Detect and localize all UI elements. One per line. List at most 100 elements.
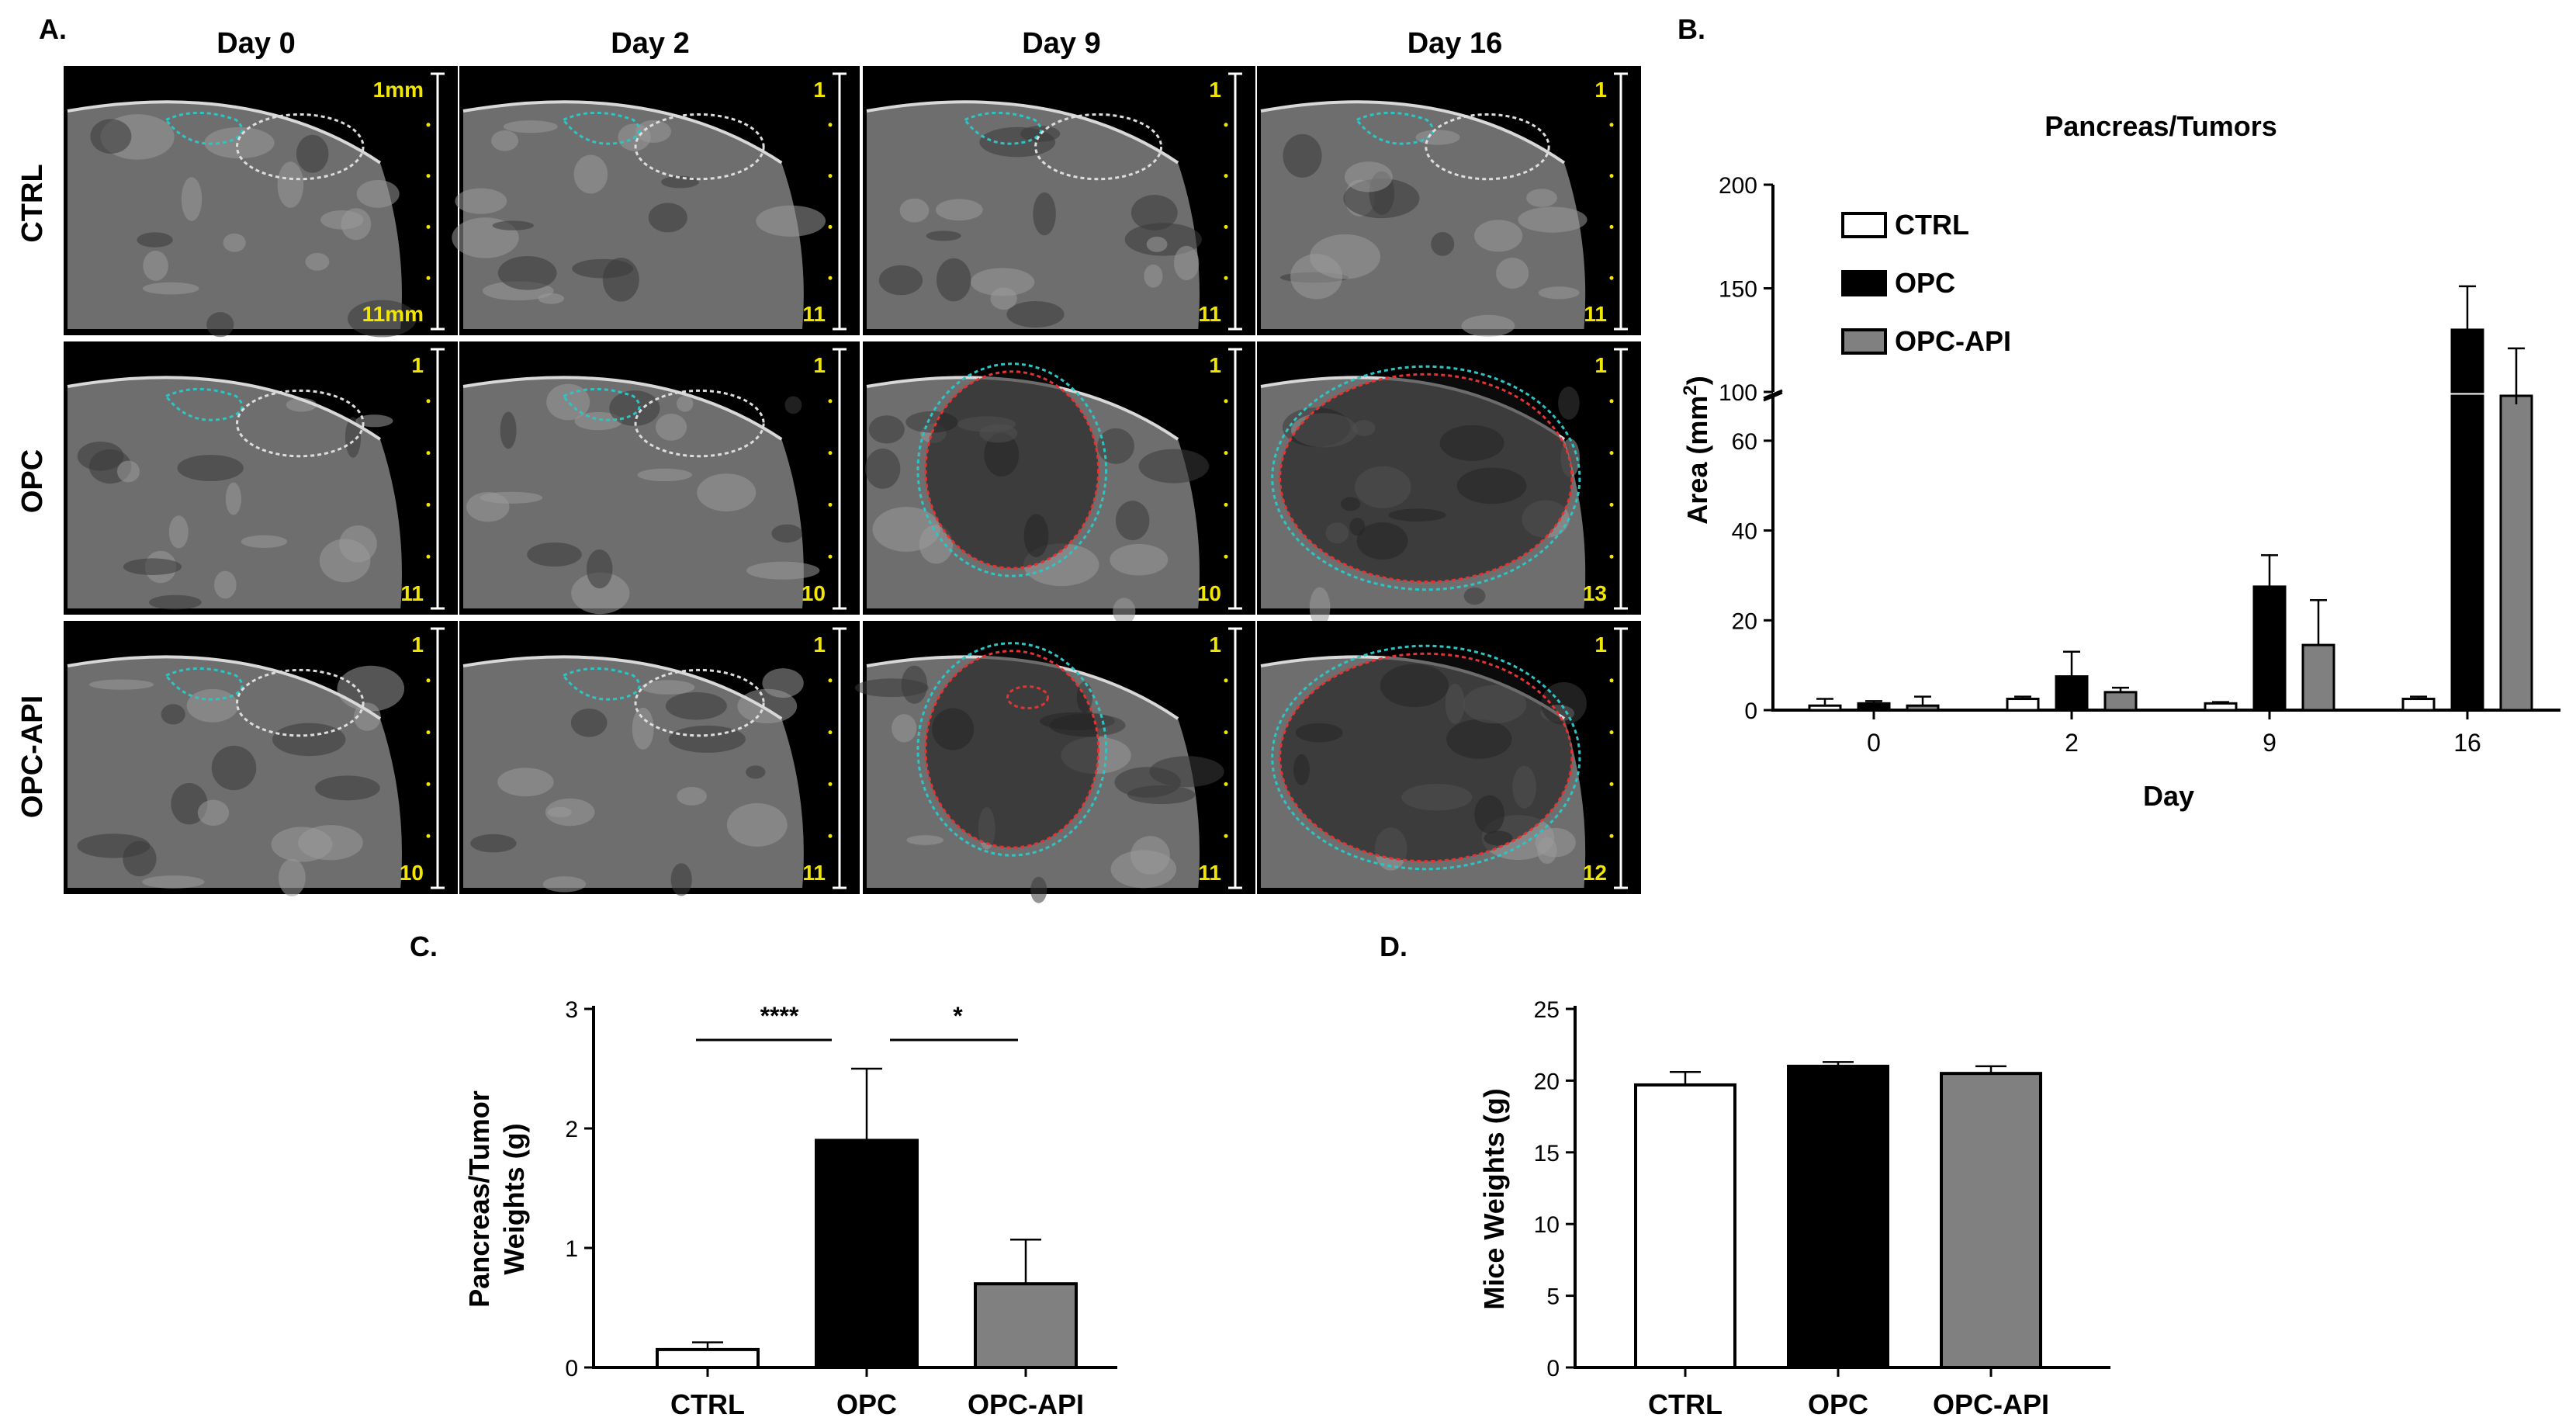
depth-tick <box>1224 678 1228 683</box>
y-tick-label: 15 <box>1534 1141 1560 1166</box>
depth-label-top: 1 <box>1594 78 1607 102</box>
bar-ctrl <box>1808 704 1842 712</box>
depth-tick <box>1224 276 1228 280</box>
tissue-texture <box>1526 189 1557 207</box>
legend-label-ctrl: CTRL <box>1895 209 1969 241</box>
x-tick-label: CTRL <box>670 1388 745 1420</box>
significance-label: **** <box>760 1002 799 1030</box>
tumor-outline <box>1279 373 1574 584</box>
tissue-texture <box>632 707 654 750</box>
depth-tick <box>1224 399 1228 404</box>
pancreas-outline <box>561 387 641 421</box>
tissue-texture <box>892 714 917 743</box>
x-tick-label: 16 <box>2453 729 2481 757</box>
ultrasound-image-opc-day-2: 1 10 <box>459 341 860 615</box>
tissue-texture <box>223 233 246 252</box>
depth-label-top: 1 <box>813 353 826 377</box>
region-outline <box>236 113 365 181</box>
significance-label: * <box>953 1002 963 1030</box>
tissue-texture <box>784 396 802 414</box>
tissue-texture <box>339 525 377 563</box>
ultrasound-image-opc-day-0: 111 <box>64 341 458 615</box>
tissue-texture <box>355 414 393 428</box>
tissue-texture <box>1518 206 1587 233</box>
bar-opc-api <box>1940 1072 2042 1370</box>
legend-label-opc: OPC <box>1895 267 1955 299</box>
tissue-texture <box>315 775 380 801</box>
tissue-texture <box>348 300 417 338</box>
tissue-texture <box>204 127 275 159</box>
y-tick-label: 3 <box>565 997 578 1023</box>
ultrasound-image-opc-api-day-2: 111 <box>459 621 860 896</box>
tissue-texture <box>470 834 517 853</box>
x-tick-label: OPC <box>1808 1388 1868 1420</box>
y-tick-label: 150 <box>1719 277 1757 303</box>
chart-c-ylabel-line1: Pancreas/Tumor <box>463 1090 495 1307</box>
tissue-texture <box>990 287 1017 310</box>
group-label-opc: OPC <box>16 449 49 513</box>
depth-tick <box>828 224 833 229</box>
depth-label-bottom: 11 <box>802 861 826 885</box>
depth-tick <box>828 730 833 735</box>
bar-opc-api <box>974 1282 1078 1369</box>
tissue-texture <box>1415 130 1460 145</box>
depth-label-bottom: 10 <box>1197 581 1221 605</box>
tissue-texture <box>586 549 613 589</box>
depth-label-bottom: 11 <box>802 302 826 326</box>
tissue-texture <box>1113 598 1136 625</box>
x-tick-label: 9 <box>2263 729 2277 757</box>
tissue-texture <box>937 258 971 302</box>
depth-tick <box>1609 224 1614 229</box>
tissue-texture <box>573 154 608 194</box>
depth-tick <box>1224 834 1228 838</box>
pancreas-outline <box>916 362 1108 577</box>
y-tick-label: 1 <box>565 1236 578 1262</box>
ultrasound-image-ctrl-day-9: 111 <box>863 66 1255 335</box>
depth-tick <box>1224 554 1228 559</box>
x-tick-label: OPC-API <box>968 1388 1084 1420</box>
group-label-opc-api: OPC-API <box>16 695 49 818</box>
depth-tick <box>426 123 431 127</box>
y-tick-label: 20 <box>1534 1069 1560 1094</box>
tissue-texture <box>771 524 803 543</box>
depth-tick <box>426 730 431 735</box>
pancreas-outline <box>1355 111 1435 145</box>
tissue-texture <box>1558 386 1580 420</box>
tissue-texture <box>547 806 572 818</box>
tissue-texture <box>149 594 202 610</box>
tissue-texture <box>1130 195 1178 230</box>
tissue-texture <box>899 198 930 223</box>
pancreas-outline <box>164 111 244 145</box>
group-label-ctrl: CTRL <box>16 164 49 242</box>
depth-tick <box>1609 730 1614 735</box>
tissue-texture <box>538 293 564 304</box>
depth-tick <box>1224 451 1228 456</box>
tumor-outline <box>1006 685 1050 710</box>
tissue-texture <box>665 691 727 720</box>
tissue-texture <box>77 442 124 471</box>
tissue-texture <box>1283 133 1322 178</box>
tissue-texture <box>241 535 288 548</box>
tissue-texture <box>279 858 306 896</box>
tissue-texture <box>906 835 944 845</box>
tissue-texture <box>1115 501 1150 541</box>
depth-tick <box>1609 399 1614 404</box>
tissue-texture <box>1006 301 1065 328</box>
depth-tick <box>426 174 431 178</box>
tissue-texture <box>272 723 346 757</box>
depth-label-bottom: 11 <box>1198 861 1221 885</box>
depth-tick <box>828 174 833 178</box>
depth-tick <box>828 123 833 127</box>
pancreas-outline <box>1271 365 1581 591</box>
chart-b-ylabel-main: Area (mm <box>1681 396 1713 525</box>
tissue-texture <box>1144 264 1163 288</box>
tissue-texture <box>277 161 304 208</box>
bar-opc <box>1857 702 1891 712</box>
skin-line <box>1260 100 1566 165</box>
depth-tick <box>1609 174 1614 178</box>
tissue-texture <box>305 252 330 271</box>
ultrasound-image-ctrl-day-2: 111 <box>452 66 860 335</box>
region-outline <box>236 389 365 458</box>
tissue-texture <box>168 515 189 549</box>
tissue-texture <box>609 390 660 426</box>
